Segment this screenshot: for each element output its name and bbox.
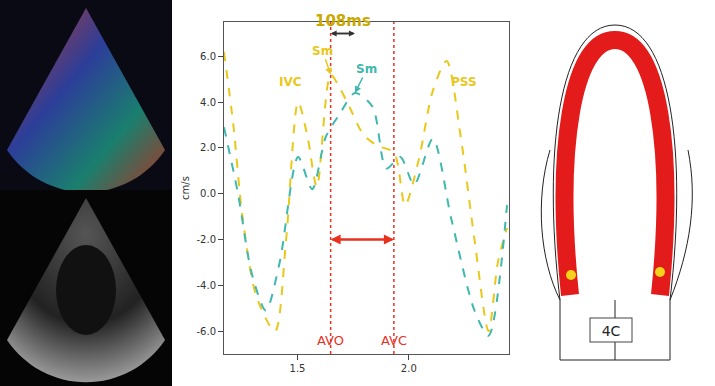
svg-text:1.5: 1.5 [290, 363, 306, 374]
svg-text:4.0: 4.0 [200, 97, 216, 108]
svg-text:PSS: PSS [451, 75, 477, 89]
svg-text:2.0: 2.0 [401, 363, 417, 374]
svg-text:0.0: 0.0 [200, 188, 216, 199]
svg-text:cm/s: cm/s [180, 176, 191, 200]
svg-text:-4.0: -4.0 [196, 280, 216, 291]
svg-text:AVO: AVO [317, 333, 344, 348]
svg-text:2.0: 2.0 [200, 142, 216, 153]
svg-text:-6.0: -6.0 [196, 326, 216, 337]
svg-text:Sm: Sm [356, 62, 377, 76]
svg-text:IVC: IVC [279, 75, 302, 89]
svg-text:-2.0: -2.0 [196, 234, 216, 245]
svg-text:Sm: Sm [312, 44, 333, 58]
svg-text:6.0: 6.0 [200, 51, 216, 62]
svg-text:108ms: 108ms [315, 12, 371, 30]
svg-text:AVC: AVC [381, 333, 407, 348]
svg-text:4C: 4C [602, 323, 621, 339]
